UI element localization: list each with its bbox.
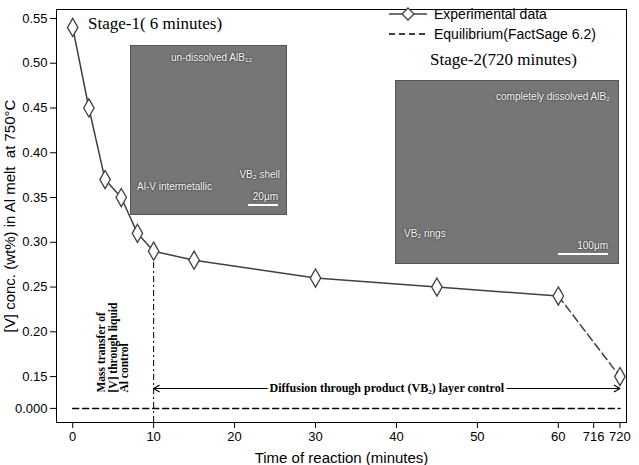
html-text:Experimental data: Experimental data bbox=[434, 6, 547, 22]
svg-text:716: 716 bbox=[583, 429, 605, 444]
html-text:un-dissolved AlB₁₂: un-dissolved AlB₁₂ bbox=[171, 52, 253, 63]
svg-text:Diffusion through product (VB₂: Diffusion through product (VB₂) layer co… bbox=[270, 381, 505, 395]
svg-text:0: 0 bbox=[69, 429, 76, 444]
svg-text:720: 720 bbox=[609, 429, 631, 444]
svg-text:0.30: 0.30 bbox=[22, 234, 47, 249]
svg-text:10: 10 bbox=[146, 429, 160, 444]
svg-text:0.50: 0.50 bbox=[22, 55, 47, 70]
svg-text:0.55: 0.55 bbox=[22, 11, 47, 26]
html-text:100μm: 100μm bbox=[577, 240, 608, 251]
svg-text:0.35: 0.35 bbox=[22, 190, 47, 205]
html-text:Stage-2(720 minutes): Stage-2(720 minutes) bbox=[430, 50, 577, 69]
svg-text:50: 50 bbox=[470, 429, 484, 444]
html-text:Al-V intermetallic: Al-V intermetallic bbox=[137, 181, 212, 192]
html-text:VB₂ rings: VB₂ rings bbox=[404, 228, 446, 239]
svg-text:30: 30 bbox=[308, 429, 322, 444]
svg-text:[V] conc. (wt%) in Al melt at: [V] conc. (wt%) in Al melt at 750°C bbox=[1, 99, 18, 332]
html-text:completely dissolved AlB₂: completely dissolved AlB₂ bbox=[496, 91, 610, 102]
svg-text:0.000: 0.000 bbox=[15, 401, 48, 416]
svg-text:Time of reaction (minutes): Time of reaction (minutes) bbox=[255, 449, 429, 465]
svg-text:40: 40 bbox=[389, 429, 403, 444]
svg-text:0.25: 0.25 bbox=[22, 279, 47, 294]
svg-text:0.15: 0.15 bbox=[22, 369, 47, 384]
svg-text:0.20: 0.20 bbox=[22, 324, 47, 339]
svg-text:Mass transfer of[V] through li: Mass transfer of[V] through liquidAl con… bbox=[95, 302, 130, 393]
html-text:Stage-1( 6 minutes): Stage-1( 6 minutes) bbox=[88, 14, 223, 33]
html-text:VB₂ shell: VB₂ shell bbox=[239, 169, 280, 180]
svg-text:60: 60 bbox=[551, 429, 565, 444]
html-text:20μm: 20μm bbox=[252, 191, 278, 202]
svg-text:0.40: 0.40 bbox=[22, 145, 47, 160]
svg-text:0.45: 0.45 bbox=[22, 100, 47, 115]
html-text:Equilibrium(FactSage 6.2): Equilibrium(FactSage 6.2) bbox=[434, 26, 596, 42]
svg-text:20: 20 bbox=[227, 429, 241, 444]
